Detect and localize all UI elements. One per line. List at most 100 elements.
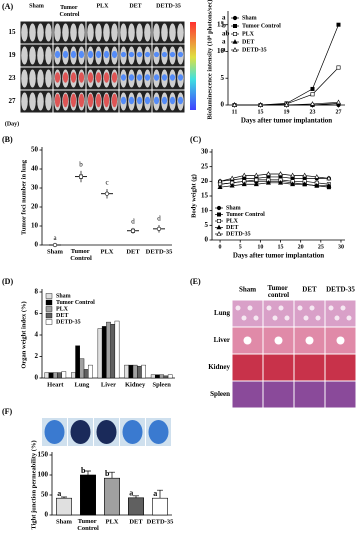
bioluminescence-image <box>53 21 86 44</box>
legend-letter: a <box>222 46 226 54</box>
legend-label: DETD-35 <box>226 231 251 237</box>
imaging-row-label: 27 <box>9 97 17 105</box>
signal <box>161 96 168 105</box>
y-tick-label: 10 <box>217 47 225 55</box>
bioluminescence-image <box>20 21 53 44</box>
bar <box>167 374 173 379</box>
x-tick-label: PLX <box>106 518 119 525</box>
bar <box>97 328 103 379</box>
mouse <box>29 69 36 88</box>
y-tick-label: 20 <box>201 177 209 185</box>
x-tick-label: Sham <box>47 248 63 255</box>
signal <box>87 50 94 59</box>
color-bar <box>190 22 196 110</box>
marker <box>326 182 332 188</box>
alveolus <box>315 315 321 321</box>
bioluminescence-image <box>86 67 119 90</box>
signal <box>169 96 176 105</box>
marker <box>217 212 222 217</box>
y-tick-label: 0 <box>205 236 209 244</box>
brain <box>44 420 65 444</box>
signal <box>111 50 118 59</box>
mouse <box>29 92 36 111</box>
bar <box>137 365 142 379</box>
legend-label: Tumor Control <box>242 23 281 29</box>
marker <box>253 172 259 178</box>
bioluminescence-image <box>119 90 152 113</box>
bar <box>83 369 89 379</box>
series-line <box>220 182 329 188</box>
bar <box>71 372 76 379</box>
histology-row-label: Kidney <box>208 363 230 371</box>
y-axis-label: Body weight (g) <box>190 174 197 218</box>
marker <box>265 171 271 176</box>
alveolus <box>247 305 253 311</box>
histology-image <box>325 354 356 381</box>
mouse <box>21 23 28 42</box>
marker <box>156 226 162 231</box>
mouse <box>78 23 85 42</box>
bar <box>159 374 165 379</box>
histology-row-label: Lung <box>214 309 230 317</box>
marker <box>265 179 271 185</box>
bar <box>79 358 85 379</box>
y-tick-label: 30 <box>31 184 39 192</box>
x-tick-label: Heart <box>47 381 64 388</box>
y-tick-label: 150 <box>38 451 49 459</box>
marker <box>233 31 238 36</box>
signal <box>103 93 110 108</box>
bioluminescence-image <box>20 90 53 113</box>
marker <box>216 231 222 236</box>
histology-column-label: DET <box>302 286 317 294</box>
y-axis-label: Organ weight index (%) <box>20 301 27 368</box>
series-line <box>219 173 329 182</box>
significance-letter: a <box>153 489 157 498</box>
x-tick-label: 10 <box>257 244 263 250</box>
histology-column-label: Tumor control <box>268 284 290 299</box>
x-tick-label: 23 <box>310 109 316 115</box>
histology-image <box>294 300 325 327</box>
bar <box>155 374 160 379</box>
mouse <box>136 23 143 42</box>
bar <box>104 477 120 516</box>
mouse <box>37 46 44 65</box>
legend-label: DET <box>242 39 254 45</box>
histology-image <box>263 381 294 408</box>
legend-label: PLX <box>242 31 255 37</box>
bioluminescence-image <box>53 67 86 90</box>
y-tick-label: 5 <box>205 221 209 229</box>
histology-row-label: Liver <box>214 336 230 344</box>
histology-image <box>232 300 263 327</box>
marker <box>216 205 222 211</box>
signal <box>161 51 168 58</box>
bioluminescence-image <box>20 44 53 67</box>
alveolus <box>328 305 334 311</box>
signal <box>177 74 184 81</box>
imaging-column-label: DETD-35 <box>156 3 181 9</box>
signal <box>120 74 127 81</box>
x-tick-label: 27 <box>336 109 342 115</box>
significance-letter: a <box>129 489 133 498</box>
x-tick-label: DET <box>126 248 140 255</box>
mouse <box>144 23 151 42</box>
marker <box>232 15 238 21</box>
mouse <box>45 69 52 88</box>
x-tick-label: Spleen <box>152 381 171 388</box>
y-tick-label: 30 <box>201 148 209 156</box>
signal <box>128 51 135 58</box>
mouse <box>120 23 127 42</box>
mouse <box>54 23 61 42</box>
y-tick-label: 20 <box>31 203 39 211</box>
bioluminescence-image <box>119 44 152 67</box>
brain <box>122 420 143 444</box>
mouse <box>128 23 135 42</box>
vessel <box>305 336 314 345</box>
legend-letter: b <box>222 22 226 30</box>
mouse <box>45 23 52 42</box>
marker <box>314 182 320 188</box>
series-line <box>220 176 329 182</box>
bar <box>75 345 80 379</box>
bar <box>44 372 50 379</box>
bar <box>150 374 156 379</box>
